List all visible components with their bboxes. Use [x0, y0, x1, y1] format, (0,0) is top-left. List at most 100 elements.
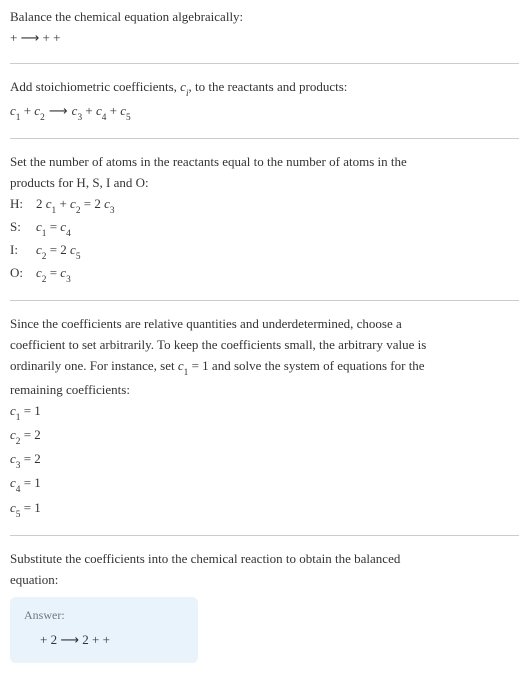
val: = 2	[20, 451, 40, 466]
intro-eq-suffix: + +	[42, 30, 60, 45]
c: c	[36, 265, 42, 280]
c-sub: 5	[76, 252, 81, 262]
plus: +	[106, 103, 120, 118]
c: c	[36, 242, 42, 257]
val: = 1	[20, 475, 40, 490]
coeff-value: c4 = 1	[10, 474, 519, 496]
c-sub: 3	[66, 275, 71, 285]
coeff-value: c1 = 1	[10, 402, 519, 424]
equals: =	[46, 242, 60, 257]
set-text-line1: Set the number of atoms in the reactants…	[10, 153, 519, 172]
c-sub: 1	[42, 229, 47, 239]
c-sub: 2	[42, 252, 47, 262]
coef: 2	[60, 242, 70, 257]
c: c	[10, 427, 16, 442]
c: c	[46, 196, 52, 211]
intro-equation: + ⟶ + +	[10, 29, 519, 49]
answer-title: Answer:	[24, 607, 184, 624]
val: = 2	[20, 427, 40, 442]
choose-p1: Since the coefficients are relative quan…	[10, 315, 519, 334]
divider	[10, 138, 519, 139]
c: c	[70, 242, 76, 257]
val: = 1	[20, 403, 40, 418]
coeff-equation: c1 + c2 ⟶ c3 + c4 + c5	[10, 102, 519, 124]
c: c	[10, 500, 16, 515]
coef: 2	[94, 196, 104, 211]
c-sub: 1	[52, 206, 57, 216]
answer-box: Answer: + 2 ⟶ 2 + +	[10, 597, 198, 662]
coeff-value: c3 = 2	[10, 450, 519, 472]
atom-row-S: S: c1 = c4	[10, 218, 519, 240]
atom-row-I: I: c2 = 2 c5	[10, 241, 519, 263]
c3-sub: 3	[77, 113, 82, 123]
choose-coeff-block: Since the coefficients are relative quan…	[10, 315, 519, 520]
arrow-icon: ⟶	[60, 633, 79, 648]
coeff-value: c5 = 1	[10, 499, 519, 521]
c: c	[70, 196, 76, 211]
atom-eq: c2 = 2 c5	[36, 241, 81, 263]
sub-p1: Substitute the coefficients into the che…	[10, 550, 519, 569]
atom-label: O:	[10, 264, 36, 283]
arrow-icon: ⟶	[45, 104, 72, 119]
answer-eq-prefix: + 2	[40, 632, 60, 647]
atom-label: I:	[10, 241, 36, 260]
c-sub: 1	[184, 368, 189, 378]
c: c	[104, 196, 110, 211]
divider	[10, 63, 519, 64]
divider	[10, 535, 519, 536]
c-sub: 4	[16, 485, 21, 495]
add-coefficients-block: Add stoichiometric coefficients, c i, to …	[10, 78, 519, 124]
choose-p3b: = 1 and solve the system of equations fo…	[188, 358, 424, 373]
choose-p2: coefficient to set arbitrarily. To keep …	[10, 336, 519, 355]
choose-p3: ordinarily one. For instance, set c1 = 1…	[10, 357, 519, 379]
atom-label: S:	[10, 218, 36, 237]
c-sub: 1	[16, 413, 21, 423]
atom-eq: 2 c1 + c2 = 2 c3	[36, 195, 115, 217]
c-sub: 3	[16, 461, 21, 471]
c-sub: 3	[110, 206, 115, 216]
c: c	[36, 219, 42, 234]
c-sub: 2	[42, 275, 47, 285]
c-sub: 4	[66, 229, 71, 239]
answer-eq-suffix: 2 + +	[79, 632, 110, 647]
atom-row-O: O: c2 = c3	[10, 264, 519, 286]
c: c	[10, 451, 16, 466]
plus: +	[82, 103, 96, 118]
sub-p2: equation:	[10, 571, 519, 590]
add-text-part1: Add stoichiometric coefficients,	[10, 79, 180, 94]
set-atoms-block: Set the number of atoms in the reactants…	[10, 153, 519, 286]
atom-label: H:	[10, 195, 36, 214]
intro-eq-prefix: +	[10, 30, 21, 45]
intro-line-1: Balance the chemical equation algebraica…	[10, 8, 519, 27]
intro-block: Balance the chemical equation algebraica…	[10, 8, 519, 49]
c-sub: 2	[76, 206, 81, 216]
plus: +	[20, 103, 34, 118]
set-text-line2: products for H, S, I and O:	[10, 174, 519, 193]
c5-sub: 5	[126, 113, 131, 123]
arrow-icon: ⟶	[21, 31, 40, 46]
add-text-part2: , to the reactants and products:	[189, 79, 348, 94]
document-page: Balance the chemical equation algebraica…	[0, 0, 529, 673]
c: c	[10, 475, 16, 490]
ci-subscript: i	[186, 89, 189, 99]
coeff-value: c2 = 2	[10, 426, 519, 448]
c4: c	[96, 103, 102, 118]
c-sub: 2	[16, 437, 21, 447]
atom-eq: c1 = c4	[36, 218, 71, 240]
c: c	[178, 358, 184, 373]
c1-sub: 1	[16, 113, 21, 123]
equals: =	[81, 196, 95, 211]
coef: 2	[36, 196, 46, 211]
choose-p3a: ordinarily one. For instance, set	[10, 358, 178, 373]
choose-p4: remaining coefficients:	[10, 381, 519, 400]
substitute-block: Substitute the coefficients into the che…	[10, 550, 519, 663]
equals: =	[46, 265, 60, 280]
atom-row-H: H: 2 c1 + c2 = 2 c3	[10, 195, 519, 217]
answer-equation: + 2 ⟶ 2 + +	[24, 631, 184, 651]
c-sub: 5	[16, 510, 21, 520]
val: = 1	[20, 500, 40, 515]
plus: +	[56, 196, 70, 211]
c1: c	[10, 103, 16, 118]
c: c	[10, 403, 16, 418]
atom-eq: c2 = c3	[36, 264, 71, 286]
